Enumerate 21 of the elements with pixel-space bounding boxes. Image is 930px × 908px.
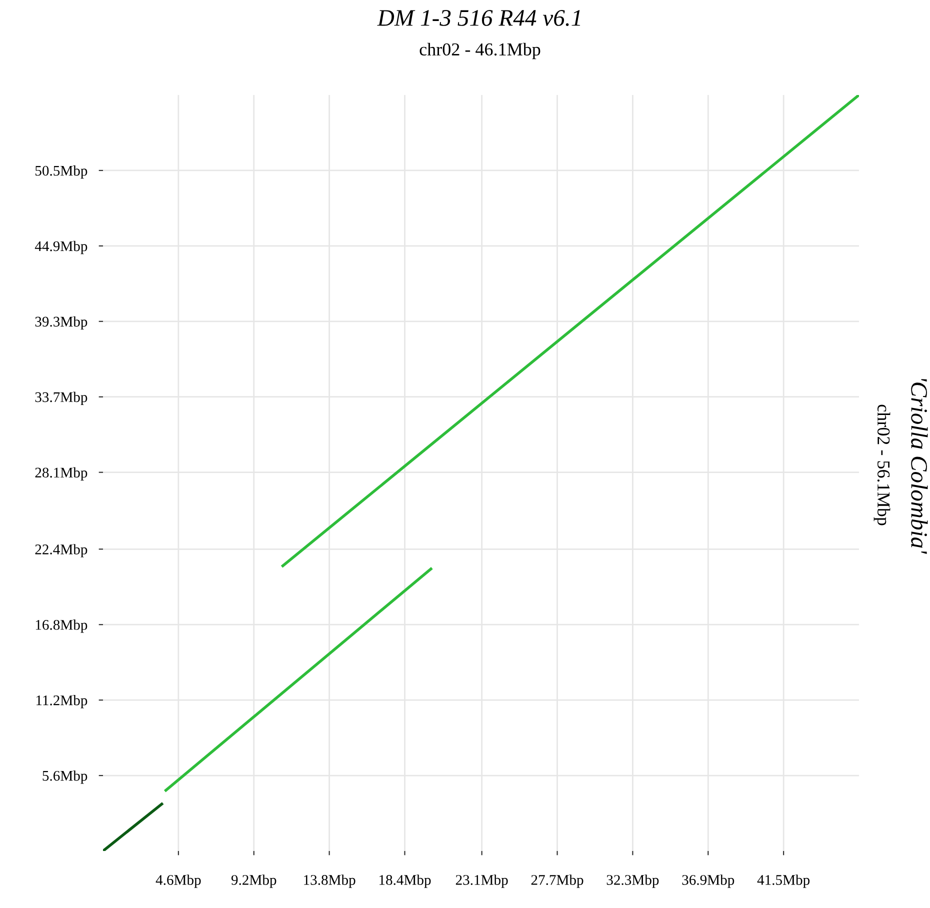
x-tick-label: 27.7Mbp — [531, 874, 584, 888]
y-tick-label: 11.2Mbp — [36, 695, 88, 708]
x-tick-label: 23.1Mbp — [456, 874, 508, 888]
chart-title: DM 1-3 516 R44 v6.1 — [377, 10, 580, 26]
y-tick-label: 22.4Mbp — [35, 544, 88, 558]
x-tick-label: 36.9Mbp — [682, 874, 734, 888]
y-tick-label: 44.9Mbp — [34, 240, 88, 254]
y-axis-title: 'Criolla Colombia' chr02 - 56.1Mbp — [874, 379, 928, 554]
x-tick-label: 9.2Mbp — [231, 874, 276, 888]
y-tick-label: 5.6Mbp — [42, 770, 88, 784]
x-tick-label: 18.4Mbp — [379, 874, 431, 888]
y-tick-label: 50.5Mbp — [36, 165, 88, 179]
x-tick-label: 13.8Mbp — [304, 874, 356, 888]
x-tick-label: 41.5Mbp — [757, 874, 810, 888]
y-tick-label: 33.7Mbp — [35, 392, 88, 406]
x-tick-label: 32.3Mbp — [606, 874, 659, 888]
y-tick-label: 28.1Mbp — [35, 467, 88, 480]
x-tick-label: 4.6Mbp — [156, 874, 201, 888]
y-tick-label: 39.3Mbp — [35, 316, 88, 330]
chart-subtitle: chr02 - 46.1Mbp — [420, 42, 540, 60]
y-tick-label: 16.8Mbp — [36, 620, 88, 633]
